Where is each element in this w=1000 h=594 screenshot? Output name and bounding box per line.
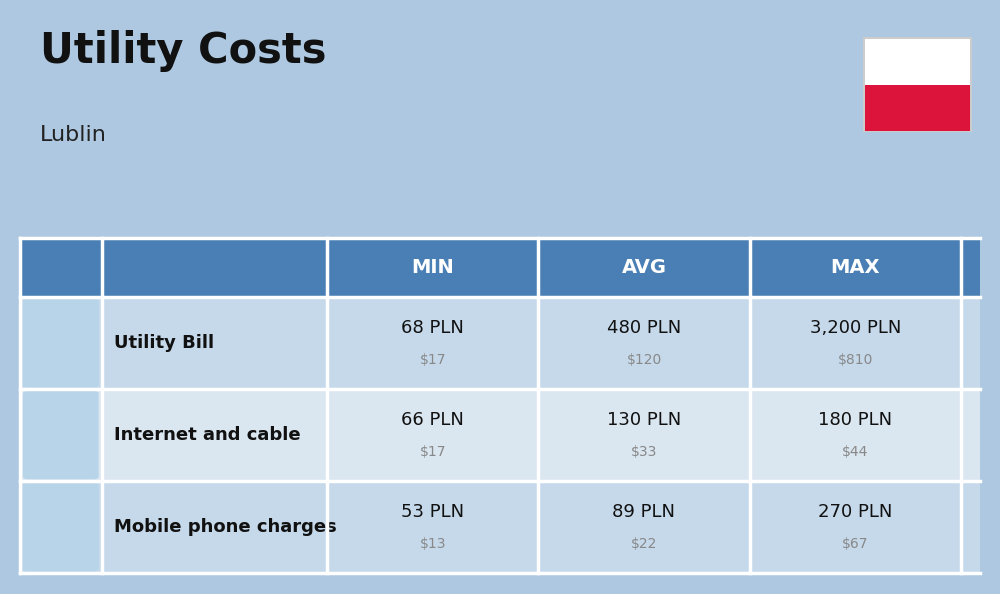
FancyBboxPatch shape xyxy=(20,389,980,481)
Text: $33: $33 xyxy=(631,445,657,459)
Text: 3,200 PLN: 3,200 PLN xyxy=(810,319,901,337)
FancyBboxPatch shape xyxy=(23,391,99,479)
FancyBboxPatch shape xyxy=(20,238,980,297)
Text: 68 PLN: 68 PLN xyxy=(401,319,464,337)
Text: 130 PLN: 130 PLN xyxy=(607,411,681,429)
FancyBboxPatch shape xyxy=(20,481,980,573)
FancyBboxPatch shape xyxy=(865,84,970,131)
Text: $67: $67 xyxy=(842,537,868,551)
Text: $22: $22 xyxy=(631,537,657,551)
Text: 270 PLN: 270 PLN xyxy=(818,503,892,522)
Text: 66 PLN: 66 PLN xyxy=(401,411,464,429)
Text: AVG: AVG xyxy=(622,258,666,277)
Text: $44: $44 xyxy=(842,445,868,459)
FancyBboxPatch shape xyxy=(23,483,99,571)
Text: MIN: MIN xyxy=(411,258,454,277)
Text: 89 PLN: 89 PLN xyxy=(612,503,676,522)
FancyBboxPatch shape xyxy=(865,39,970,84)
Text: Utility Costs: Utility Costs xyxy=(40,30,326,72)
Text: Mobile phone charges: Mobile phone charges xyxy=(114,518,336,536)
Text: MAX: MAX xyxy=(830,258,880,277)
Text: $120: $120 xyxy=(626,353,662,366)
Text: $13: $13 xyxy=(420,537,446,551)
FancyBboxPatch shape xyxy=(23,299,99,387)
Text: $17: $17 xyxy=(420,445,446,459)
Text: 180 PLN: 180 PLN xyxy=(818,411,892,429)
Text: Internet and cable: Internet and cable xyxy=(114,426,300,444)
FancyBboxPatch shape xyxy=(20,297,980,389)
Text: $17: $17 xyxy=(420,353,446,366)
FancyBboxPatch shape xyxy=(863,37,972,132)
Text: $810: $810 xyxy=(838,353,873,366)
Text: 53 PLN: 53 PLN xyxy=(401,503,464,522)
Text: 480 PLN: 480 PLN xyxy=(607,319,681,337)
Text: Lublin: Lublin xyxy=(40,125,107,145)
Text: Utility Bill: Utility Bill xyxy=(114,334,214,352)
